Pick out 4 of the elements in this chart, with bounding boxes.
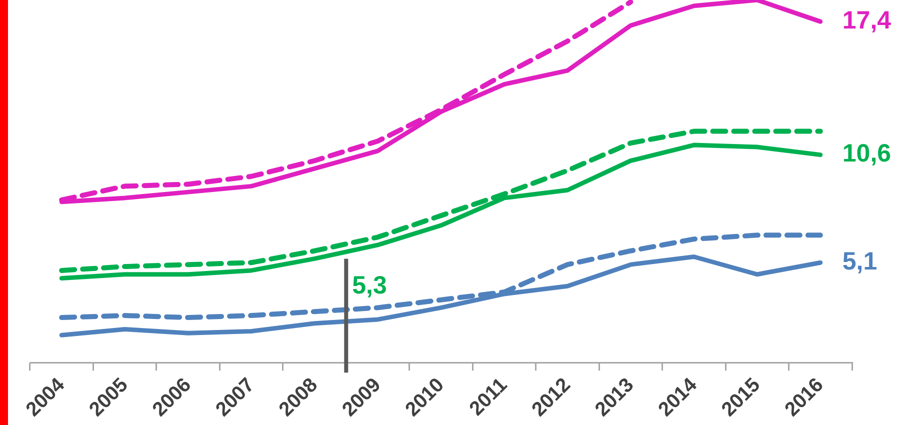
annotation: 5,3 <box>352 272 387 300</box>
data-label: 17,4 <box>842 6 892 34</box>
data-label: 10,6 <box>842 140 892 168</box>
data-label: 5,1 <box>842 248 878 276</box>
